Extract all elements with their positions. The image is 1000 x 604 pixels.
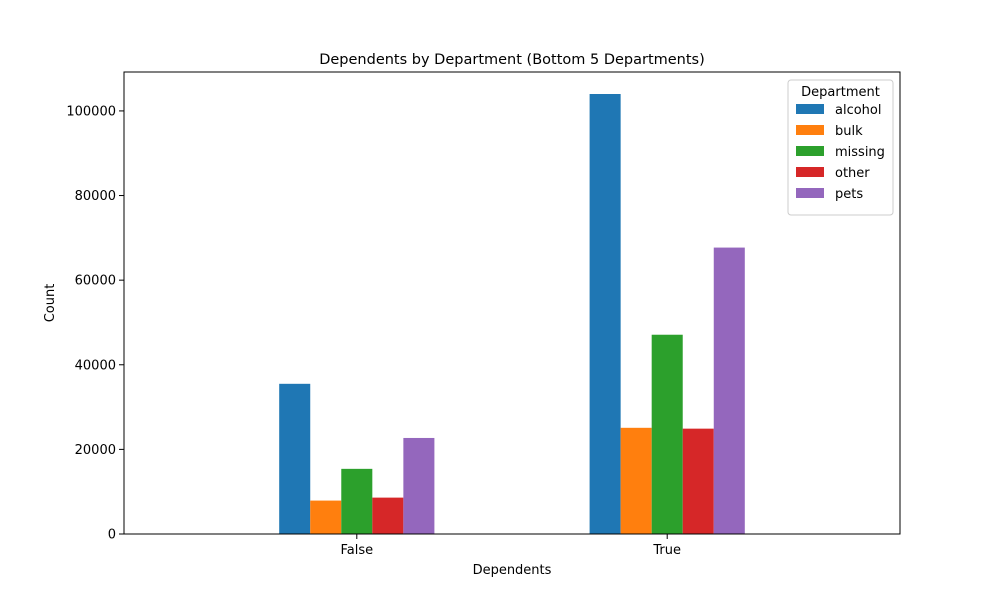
legend: Department alcohol bulk missing other pets	[787, 79, 894, 216]
bar-alcohol-true	[589, 94, 621, 534]
legend-swatch-other	[796, 167, 824, 177]
bar-other-false	[372, 497, 404, 534]
x-axis-label: Dependents	[473, 563, 552, 578]
legend-label-bulk: bulk	[835, 124, 863, 139]
y-tick-label: 40000	[75, 358, 116, 373]
bar-alcohol-false	[279, 383, 311, 534]
legend-swatch-pets	[796, 188, 824, 198]
plot-frame	[123, 71, 901, 535]
y-tick-label: 100000	[66, 104, 116, 119]
legend-swatch-bulk	[796, 125, 824, 135]
bar-missing-false	[341, 468, 373, 534]
legend-label-missing: missing	[835, 145, 885, 160]
bar-pets-true	[713, 247, 745, 534]
legend-swatch-missing	[796, 146, 824, 156]
legend-label-alcohol: alcohol	[835, 103, 881, 118]
y-tick-label: 60000	[75, 274, 116, 289]
legend-label-pets: pets	[835, 187, 863, 202]
x-axis: False True	[340, 534, 681, 558]
x-tick-label: True	[652, 543, 681, 558]
y-tick-label: 0	[108, 528, 116, 543]
y-axis-label: Count	[43, 284, 58, 323]
bar-bulk-true	[620, 427, 652, 534]
bar-bulk-false	[310, 500, 342, 534]
bar-pets-false	[403, 437, 435, 534]
chart-title: Dependents by Department (Bottom 5 Depar…	[319, 52, 705, 68]
y-axis: 0 20000 40000 60000 80000 100000	[66, 104, 124, 543]
y-tick-label: 80000	[75, 189, 116, 204]
y-tick-label: 20000	[75, 443, 116, 458]
bar-other-true	[682, 428, 714, 534]
legend-title: Department	[801, 85, 880, 100]
bars-group	[279, 94, 745, 534]
x-tick-label: False	[340, 543, 373, 558]
legend-swatch-alcohol	[796, 104, 824, 114]
legend-label-other: other	[835, 166, 870, 181]
bar-missing-true	[651, 334, 683, 534]
